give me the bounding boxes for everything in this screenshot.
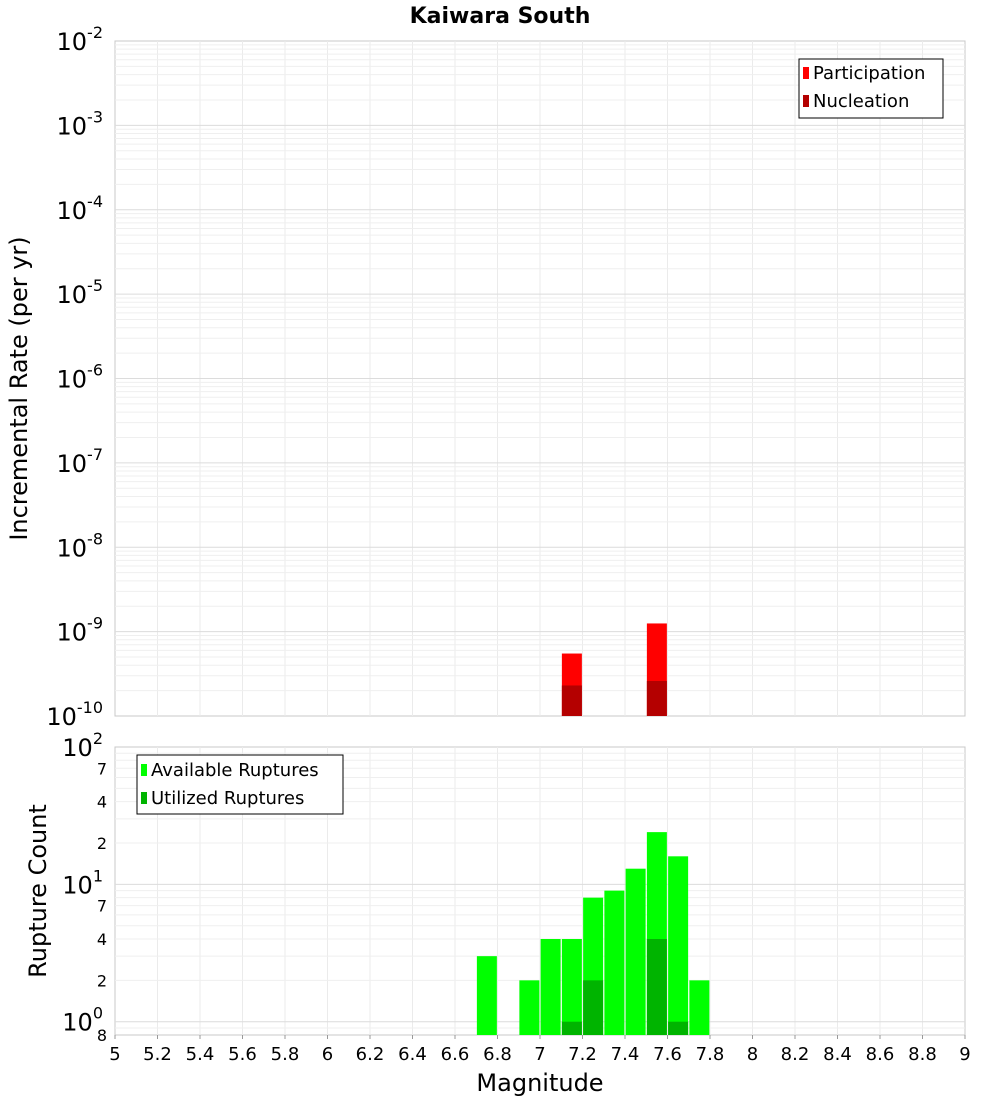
y-tick-label-bottom: 100 — [62, 1004, 103, 1037]
legend-bottom — [136, 754, 344, 815]
x-tick-label: 8.6 — [866, 1044, 895, 1065]
y-tick-base: 10 — [62, 734, 93, 762]
y-tick-base: 10 — [62, 871, 93, 899]
y-tick-label-top: 10-6 — [57, 361, 104, 394]
y-tick-label-top: 10-7 — [57, 445, 104, 478]
x-tick-label: 9 — [959, 1044, 970, 1065]
y-tick-minor-label: 4 — [97, 793, 107, 812]
grid-lines — [115, 41, 965, 1035]
legend-label-nucleation: Nucleation — [813, 91, 909, 112]
legend-label-utilized-ruptures: Utilized Ruptures — [151, 788, 304, 809]
x-tick-label: 5.8 — [271, 1044, 300, 1065]
bar-utilized-ruptures — [668, 1021, 689, 1035]
x-axis-title: Magnitude — [476, 1069, 603, 1097]
y-tick-base: 10 — [57, 534, 88, 562]
y-tick-base: 10 — [57, 366, 88, 394]
y-tick-label-bottom: 101 — [62, 866, 103, 899]
legend-swatch — [141, 764, 147, 776]
bar-available-ruptures — [689, 980, 710, 1035]
y-tick-label-top: 10-2 — [57, 23, 104, 56]
x-tick-label: 6.8 — [483, 1044, 512, 1065]
bar-available-ruptures — [604, 890, 625, 1035]
y-tick-base: 10 — [57, 619, 88, 647]
y-tick-label-top: 10-10 — [46, 698, 103, 731]
y-tick-exp: 0 — [93, 1004, 103, 1023]
y-tick-base: 10 — [57, 112, 88, 140]
x-tick-label: 6.4 — [398, 1044, 427, 1065]
y-tick-exp: 1 — [93, 866, 103, 885]
x-tick-label: 7 — [534, 1044, 545, 1065]
y-tick-minor-label: 2 — [97, 971, 107, 990]
y-tick-exp: 2 — [93, 729, 103, 748]
x-tick-label: 5.4 — [186, 1044, 215, 1065]
x-tick-label: 6.6 — [441, 1044, 470, 1065]
bar-available-ruptures — [476, 956, 497, 1035]
y-tick-minor-label: 4 — [97, 930, 107, 949]
legend-top — [798, 58, 944, 119]
x-tick-label: 8.2 — [781, 1044, 810, 1065]
chart-title: Kaiwara South — [410, 4, 591, 29]
bar-available-ruptures — [540, 939, 561, 1035]
y-tick-exp: -9 — [87, 614, 103, 633]
bar-utilized-ruptures — [646, 939, 667, 1035]
y-tick-minor-label: 8 — [97, 1026, 107, 1045]
y-tick-base: 10 — [57, 281, 88, 309]
y-tick-exp: -10 — [77, 698, 103, 717]
bar-available-ruptures — [519, 980, 540, 1035]
x-tick-label: 7.2 — [568, 1044, 597, 1065]
bar-utilized-ruptures — [583, 980, 604, 1035]
bar-nucleation — [561, 685, 582, 716]
legend-swatch — [803, 67, 809, 79]
y-tick-minor-label: 7 — [97, 759, 107, 778]
y-tick-base: 10 — [57, 197, 88, 225]
y-tick-label-top: 10-4 — [57, 192, 104, 225]
x-tick-label: 6 — [322, 1044, 333, 1065]
legend-swatch — [141, 792, 147, 804]
legend-swatch — [803, 95, 809, 107]
bar-nucleation — [646, 680, 667, 716]
y-tick-exp: -3 — [87, 107, 103, 126]
bar-available-ruptures — [561, 939, 582, 1035]
x-tick-label: 7.8 — [696, 1044, 725, 1065]
legend-label-participation: Participation — [813, 63, 925, 84]
bar-available-ruptures — [668, 856, 689, 1035]
y-tick-base: 10 — [62, 1009, 93, 1037]
y-tick-label-top: 10-3 — [57, 107, 104, 140]
x-tick-label: 5 — [109, 1044, 120, 1065]
y-tick-exp: -5 — [87, 276, 103, 295]
y-tick-exp: -6 — [87, 361, 103, 380]
x-tick-label: 8 — [747, 1044, 758, 1065]
x-tick-label: 8.8 — [908, 1044, 937, 1065]
y-axis-title-bottom: Rupture Count — [24, 804, 52, 978]
x-tick-label: 5.6 — [228, 1044, 257, 1065]
y-tick-label-top: 10-9 — [57, 614, 104, 647]
y-tick-minor-label: 7 — [97, 897, 107, 916]
y-tick-base: 10 — [46, 703, 77, 731]
x-tick-label: 7.6 — [653, 1044, 682, 1065]
y-tick-exp: -8 — [87, 529, 103, 548]
y-axis-title-top: Incremental Rate (per yr) — [5, 236, 33, 540]
bar-available-ruptures — [625, 868, 646, 1035]
y-tick-label-top: 10-8 — [57, 529, 104, 562]
y-tick-minor-label: 2 — [97, 834, 107, 853]
x-tick-label: 5.2 — [143, 1044, 172, 1065]
x-tick-label: 7.4 — [611, 1044, 640, 1065]
y-tick-exp: -2 — [87, 23, 103, 42]
x-tick-label: 6.2 — [356, 1044, 385, 1065]
y-tick-label-top: 10-5 — [57, 276, 104, 309]
y-tick-exp: -7 — [87, 445, 103, 464]
y-tick-base: 10 — [57, 450, 88, 478]
x-tick-label: 8.4 — [823, 1044, 852, 1065]
bar-utilized-ruptures — [561, 1021, 582, 1035]
legend-label-available-ruptures: Available Ruptures — [151, 760, 319, 781]
y-tick-exp: -4 — [87, 192, 103, 211]
y-tick-base: 10 — [57, 28, 88, 56]
y-tick-label-bottom: 102 — [62, 729, 103, 762]
